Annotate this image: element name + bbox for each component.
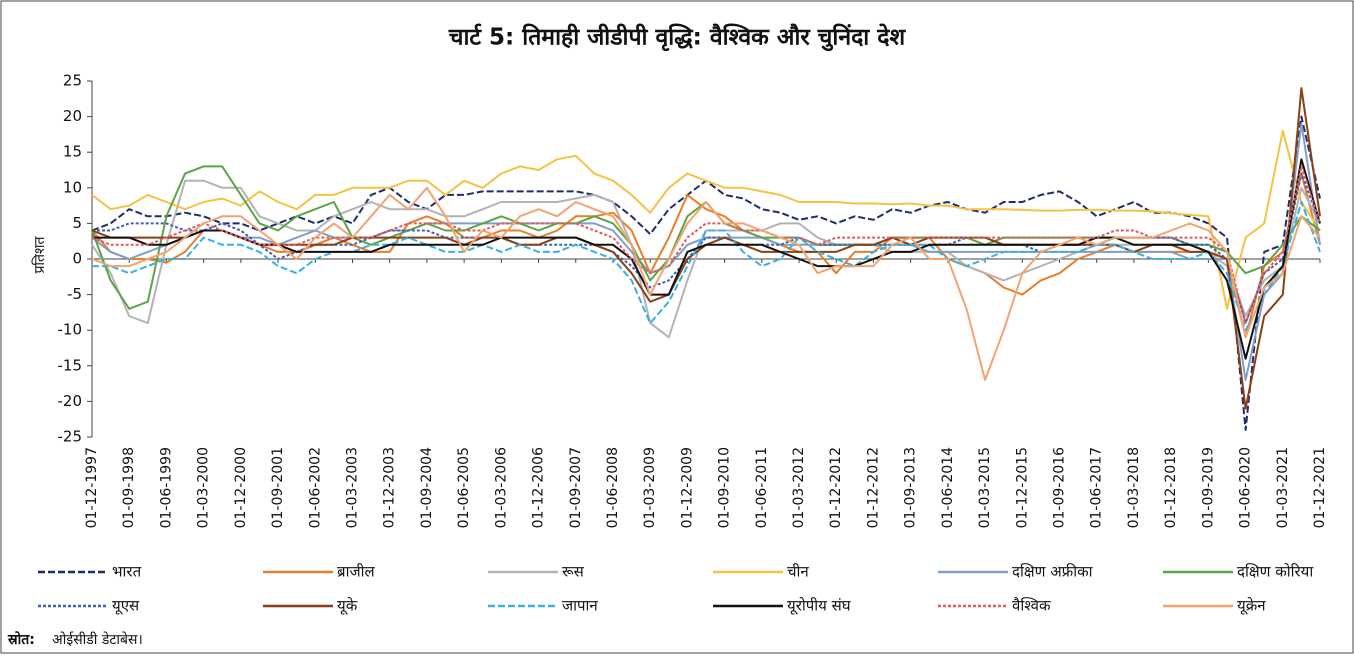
series-line: [92, 172, 1321, 325]
y-tick-label: 25: [63, 72, 82, 90]
x-tick-label: 01-12-2012: [828, 447, 844, 528]
x-tick-label: 01-06-2005: [456, 447, 472, 528]
series-line: [91, 115, 1321, 431]
series-line: [91, 186, 1321, 381]
x-tick-label: 01-06-2020: [1238, 447, 1254, 528]
legend-label: वैश्विक: [1012, 597, 1051, 615]
x-tick-label: 01-09-2016: [1052, 447, 1068, 528]
x-tick-label: 01-12-1997: [84, 447, 100, 528]
x-tick-label: 01-12-2000: [233, 447, 249, 528]
legend-label: यूएस: [112, 597, 140, 616]
legend-label: चीन: [787, 563, 809, 581]
series-line: [91, 87, 1321, 410]
series-line: [92, 201, 1321, 332]
x-tick-label: 01-06-2017: [1089, 447, 1105, 528]
x-tick-label: 01-12-2012: [865, 447, 881, 528]
legend-label: दक्षिण कोरिया: [1237, 563, 1314, 581]
source-label: स्रोत:: [7, 631, 35, 648]
y-tick-label: 15: [63, 143, 82, 161]
legend-label: रूस: [562, 563, 585, 581]
x-tick-label: 01-03-2021: [1275, 447, 1291, 528]
y-axis-label: प्रतिशत: [31, 235, 48, 273]
x-tick-label: 01-03-2000: [196, 447, 212, 528]
x-tick-label: 01-09-2010: [717, 447, 733, 528]
x-tick-label: 01-09-1998: [121, 447, 137, 528]
x-tick-label: 01-12-2018: [1163, 447, 1179, 528]
y-tick-label: -5: [67, 285, 82, 303]
legend-label: भारत: [112, 563, 142, 581]
x-tick-label: 01-03-2018: [1126, 447, 1142, 528]
legend-label: दक्षिण अफ्रीका: [1012, 563, 1094, 581]
x-tick-label: 01-12-2015: [1014, 447, 1030, 528]
x-tick-label: 01-12-2006: [531, 447, 547, 528]
legend-label: यूके: [337, 597, 358, 616]
y-tick-label: -20: [58, 392, 83, 410]
x-tick-label: 01-06-1999: [158, 447, 174, 528]
x-tick-label: 01-09-2019: [1200, 447, 1216, 528]
x-tick-label: 01-03-2012: [791, 447, 807, 528]
y-tick-label: 20: [63, 107, 82, 125]
x-tick-label: 01-06-2011: [754, 447, 770, 528]
legend-label: जापान: [562, 597, 598, 615]
series-line: [91, 172, 1321, 339]
x-tick-label: 01-12-2009: [679, 447, 695, 528]
x-tick-label: 01-06-2014: [940, 447, 956, 528]
x-tick-label: 01-03-2006: [493, 447, 509, 528]
x-tick-label: 01-09-2001: [270, 447, 286, 528]
x-tick-label: 01-03-2003: [344, 447, 360, 528]
x-tick-label: 01-06-2002: [307, 447, 323, 528]
y-tick-label: 10: [63, 178, 82, 196]
series-line: [91, 129, 1321, 310]
x-tick-label: 01-12-2021: [1312, 447, 1328, 528]
y-tick-label: 0: [72, 250, 82, 268]
legend-label: यूरोपीय संघ: [787, 597, 852, 616]
series-line: [91, 122, 1321, 381]
source-text: ओईसीडी डेटाबेस।: [52, 631, 143, 648]
x-tick-label: 01-09-2007: [568, 447, 584, 528]
y-tick-label: -25: [58, 428, 83, 446]
legend-label: यूक्रेन: [1237, 597, 1266, 616]
x-tick-label: 01-09-2013: [903, 447, 919, 528]
y-tick-label: -15: [58, 356, 83, 374]
y-tick-label: -10: [58, 321, 83, 339]
y-tick-label: 5: [72, 214, 82, 232]
x-tick-label: 01-06-2008: [605, 447, 621, 528]
x-tick-label: 01-09-2004: [419, 447, 435, 528]
x-tick-label: 01-12-2003: [382, 447, 398, 528]
chart-title: चार्ट 5: तिमाही जीडीपी वृद्धि: वैश्विक औ…: [448, 23, 907, 52]
x-tick-label: 01-03-2015: [977, 447, 993, 528]
legend-label: ब्राजील: [337, 563, 375, 581]
x-tick-label: 01-03-2009: [642, 447, 658, 528]
